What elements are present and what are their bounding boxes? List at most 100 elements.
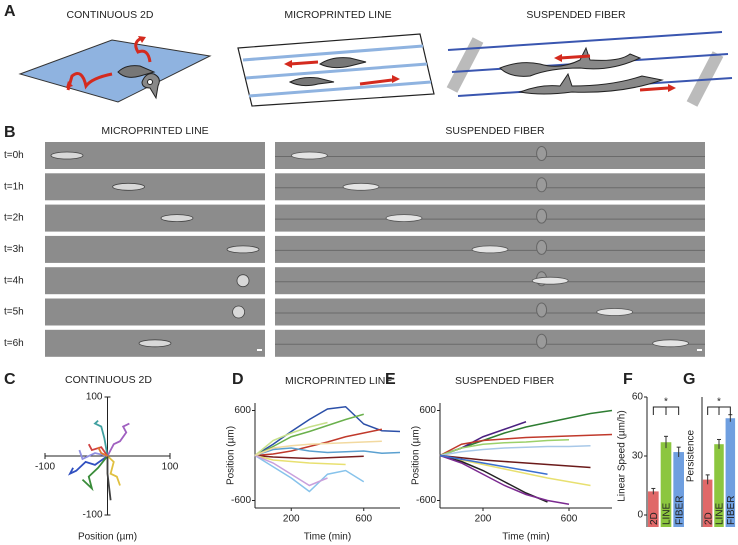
bar — [673, 452, 684, 527]
trajectory — [106, 456, 112, 501]
series-line — [254, 440, 382, 457]
series-line — [439, 454, 570, 505]
schematic-fiber — [446, 31, 733, 107]
panel-label: B — [4, 124, 16, 141]
series-line — [254, 454, 365, 493]
cell — [160, 214, 194, 223]
panel-label: E — [385, 371, 396, 388]
micrograph — [275, 204, 705, 232]
micrograph — [275, 329, 705, 357]
bar — [725, 418, 736, 527]
series-line — [439, 439, 570, 457]
cell — [138, 339, 172, 348]
series-line — [254, 447, 401, 457]
y-axis-label: Linear Speed (µm/h) — [617, 410, 628, 501]
timepoint-label: t=4h — [4, 275, 24, 286]
schematic-2d — [18, 36, 212, 103]
cell — [342, 182, 380, 191]
category-label: 2D — [649, 512, 660, 525]
panel-label: G — [683, 371, 695, 388]
micrograph — [45, 204, 265, 232]
trajectory — [81, 455, 109, 492]
micrograph — [275, 267, 705, 295]
timepoint-label: t=0h — [4, 150, 24, 161]
category-label: LINE — [662, 502, 673, 525]
series-line — [439, 409, 613, 457]
y-tick-label: 100 — [86, 392, 103, 403]
y-tick-label: 600 — [419, 405, 436, 416]
y-tick-label: 600 — [234, 405, 251, 416]
series-line — [254, 454, 346, 466]
panel-label: C — [4, 371, 16, 388]
cell — [290, 151, 328, 160]
chart-title: CONTINUOUS 2D — [65, 374, 152, 386]
static-cell — [536, 333, 548, 349]
series-line — [439, 454, 591, 469]
series-line — [439, 433, 613, 457]
panel-label: F — [623, 371, 633, 388]
x-tick-label: 600 — [355, 514, 372, 525]
static-cell — [536, 239, 548, 255]
x-tick-label: 200 — [475, 514, 492, 525]
y-tick-label: 60 — [632, 392, 644, 403]
trajectory — [67, 455, 109, 476]
static-cell — [536, 177, 548, 193]
y-axis-label: Persistence — [686, 429, 697, 482]
series-line — [254, 413, 364, 457]
timepoint-label: t=3h — [4, 244, 24, 255]
micrograph — [275, 142, 705, 169]
y-tick-label: -600 — [416, 495, 436, 506]
significance-bracket — [707, 406, 731, 415]
cell — [385, 214, 423, 223]
timepoint-label: t=5h — [4, 307, 24, 318]
cell — [236, 274, 250, 288]
chart-title: SUSPENDED FIBER — [455, 375, 555, 387]
static-cell — [536, 146, 548, 161]
panel-title: SUSPENDED FIBER — [445, 125, 545, 137]
significance-bracket — [652, 406, 680, 415]
category-label: 2D — [703, 512, 714, 525]
bar — [648, 491, 659, 527]
y-tick-label: -100 — [82, 510, 102, 521]
cell — [471, 245, 509, 254]
x-axis-label: Position (µm) — [78, 532, 137, 543]
bar — [714, 444, 724, 527]
series-line — [439, 445, 591, 457]
timepoint-label: t=2h — [4, 213, 24, 224]
y-axis-label: Position (µm) — [226, 426, 237, 485]
series-line — [439, 454, 591, 487]
series-line — [254, 405, 401, 457]
timepoint-label: t=6h — [4, 338, 24, 349]
panel-label: D — [232, 371, 244, 388]
series-line — [254, 421, 328, 457]
chart-title: MICROPRINTED LINE — [285, 375, 392, 387]
micrograph — [45, 298, 265, 326]
x-tick-label: 600 — [561, 514, 578, 525]
micrograph — [275, 298, 705, 326]
panel-label: A — [4, 3, 16, 20]
cell — [596, 308, 634, 316]
scale-bar — [257, 349, 262, 351]
significance-marker: * — [664, 397, 668, 408]
trajectory — [87, 443, 109, 457]
x-tick-label: -100 — [35, 462, 55, 473]
bar — [660, 442, 672, 527]
trajectory — [93, 419, 109, 457]
category-label: LINE — [715, 502, 726, 525]
trajectory — [78, 449, 108, 461]
timepoint-label: t=1h — [4, 181, 24, 192]
panel-title: MICROPRINTED LINE — [284, 9, 391, 21]
significance-marker: * — [717, 397, 721, 408]
x-axis-label: Time (min) — [502, 532, 549, 543]
schematic-line — [237, 33, 435, 107]
series-line — [439, 454, 548, 475]
y-tick-label: 30 — [632, 451, 644, 462]
panel-title: CONTINUOUS 2D — [67, 9, 154, 21]
cell — [226, 245, 260, 254]
micrograph — [45, 267, 265, 295]
micrograph — [275, 173, 705, 201]
static-cell — [536, 302, 548, 318]
cell — [531, 276, 569, 285]
panel-title: SUSPENDED FIBER — [526, 9, 626, 21]
